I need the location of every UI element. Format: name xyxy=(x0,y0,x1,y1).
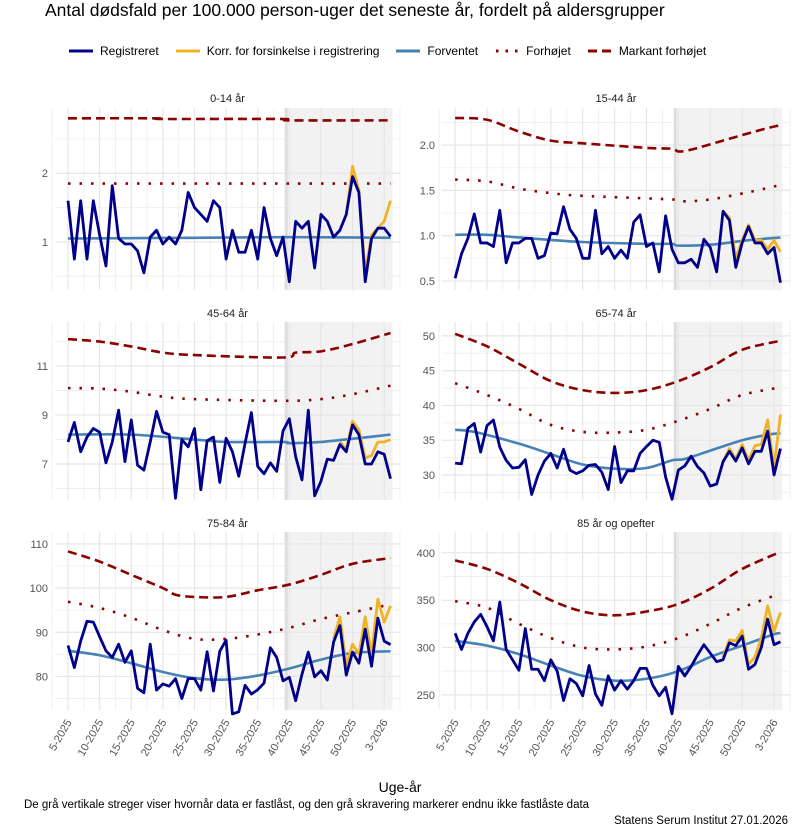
x-tick-label: 20-2025 xyxy=(527,718,558,759)
legend-swatch-corrected xyxy=(175,49,200,53)
x-tick-label: 30-2025 xyxy=(202,718,233,759)
series-elevated xyxy=(455,178,781,203)
legend-swatch-markedly-elevated xyxy=(587,49,612,53)
y-tick-label: 0.5 xyxy=(420,276,435,288)
series-registered xyxy=(453,205,782,284)
x-tick-label: 5-2025 xyxy=(434,718,462,754)
unfrozen-shading xyxy=(675,322,783,500)
x-tick-label: 3-2026 xyxy=(753,718,781,754)
panel-title: 85 år og opefter xyxy=(577,518,655,530)
x-tick-label: 50-2025 xyxy=(718,718,749,759)
unfrozen-shading xyxy=(675,108,783,290)
y-tick-label: 250 xyxy=(417,690,435,702)
y-tick-label: 100 xyxy=(30,583,48,595)
y-tick-label: 90 xyxy=(36,627,48,639)
y-tick-label: 110 xyxy=(30,539,48,551)
series-registered xyxy=(454,418,782,501)
series-markedly-elevated xyxy=(67,331,391,359)
series-expected xyxy=(454,428,781,471)
series-registered xyxy=(66,175,392,284)
series-expected xyxy=(68,432,391,445)
y-tick-label: 2.0 xyxy=(420,140,435,152)
panel-title: 65-74 år xyxy=(596,308,637,320)
legend-item-corrected: Korr. for forsinkelse i registrering xyxy=(175,44,380,58)
x-tick-label: 10-2025 xyxy=(76,718,107,759)
legend-swatch-expected xyxy=(396,49,421,53)
series-elevated xyxy=(454,381,781,435)
panel-1: 15-44 år 0.5 1.0 1.5 2.0 xyxy=(420,93,791,290)
x-tick-label: 40-2025 xyxy=(265,718,296,759)
y-tick-label: 35 xyxy=(423,435,435,447)
legend-swatch-registered xyxy=(69,49,93,53)
panel-3: 65-74 år 30 35 40 45 50 xyxy=(423,308,791,501)
series-elevated xyxy=(454,592,781,651)
x-tick-label: 15-2025 xyxy=(107,718,138,759)
legend-label: Forhøjet xyxy=(526,44,571,58)
y-tick-label: 11 xyxy=(37,361,48,373)
legend-label: Markant forhøjet xyxy=(618,44,707,58)
x-tick-label: 25-2025 xyxy=(171,718,202,759)
y-tick-label: 50 xyxy=(423,331,435,343)
y-tick-label: 2 xyxy=(42,168,48,180)
x-tick-label: 20-2025 xyxy=(139,718,170,759)
y-tick-label: 400 xyxy=(417,548,435,560)
legend-label: Forventet xyxy=(427,44,479,58)
series-markedly-elevated xyxy=(454,550,781,617)
unfrozen-shading xyxy=(286,108,393,290)
x-tick-label: 10-2025 xyxy=(463,718,494,759)
legend-swatch-elevated xyxy=(496,49,520,53)
series-registered xyxy=(66,408,392,500)
legend-item-registered: Registreret xyxy=(68,44,159,58)
x-tick-label: 25-2025 xyxy=(559,718,590,759)
x-tick-label: 50-2025 xyxy=(329,718,360,759)
panel-title: 0-14 år xyxy=(210,93,245,105)
series-corrected xyxy=(721,604,782,666)
series-elevated xyxy=(68,384,391,403)
legend-label: Registreret xyxy=(100,44,159,58)
legend: Registreret Korr. for forsinkelse i regi… xyxy=(68,42,722,60)
x-tick-label: 35-2025 xyxy=(234,718,265,759)
legend-item-elevated: Forhøjet xyxy=(494,44,571,58)
panel-4: 75-84 år 80 90 100 110 5-2025 10-2025 15-2025 20… xyxy=(30,518,401,759)
y-tick-label: 1.0 xyxy=(420,231,435,243)
series-registered xyxy=(453,600,782,716)
x-tick-label: 45-2025 xyxy=(686,718,717,759)
series-markedly-elevated xyxy=(68,116,391,122)
source-credit: Statens Serum Institut 27.01.2026 xyxy=(614,815,788,827)
panel-2: 45-64 år 7 9 11 xyxy=(37,308,401,500)
x-axis-label: Uge-år xyxy=(378,779,422,795)
legend-label: Korr. for forsinkelse i registrering xyxy=(206,44,380,58)
x-tick-label: 5-2025 xyxy=(47,718,75,754)
y-tick-label: 30 xyxy=(423,470,435,482)
legend-item-expected: Forventet xyxy=(395,44,478,58)
x-tick-label: 3-2026 xyxy=(363,718,391,754)
y-tick-label: 1 xyxy=(42,237,48,249)
y-tick-label: 9 xyxy=(42,410,48,422)
chart-title: Antal dødsfald per 100.000 person-uger d… xyxy=(45,0,665,20)
series-registered xyxy=(66,616,392,716)
y-tick-label: 40 xyxy=(423,400,435,412)
y-tick-label: 1.5 xyxy=(420,185,435,197)
panel-5: 85 år og opefter 250 300 350 400 5-2025 10-202… xyxy=(417,518,791,759)
panel-title: 15-44 år xyxy=(596,93,637,105)
series-markedly-elevated xyxy=(455,116,781,153)
y-tick-label: 80 xyxy=(36,671,48,683)
y-tick-label: 350 xyxy=(417,595,435,607)
y-tick-label: 7 xyxy=(42,459,48,471)
series-markedly-elevated xyxy=(454,332,781,395)
series-markedly-elevated xyxy=(67,550,391,599)
x-tick-label: 45-2025 xyxy=(297,718,328,759)
y-tick-label: 300 xyxy=(417,643,435,655)
x-tick-label: 15-2025 xyxy=(495,718,526,759)
legend-item-markedly-elevated: Markant forhøjet xyxy=(587,44,706,58)
footnote: De grå vertikale streger viser hvornår d… xyxy=(24,799,590,811)
x-tick-label: 30-2025 xyxy=(591,718,622,759)
y-tick-label: 45 xyxy=(423,366,435,378)
panel-title: 45-64 år xyxy=(207,308,248,320)
x-tick-label: 35-2025 xyxy=(623,718,654,759)
x-tick-label: 40-2025 xyxy=(654,718,685,759)
panel-title: 75-84 år xyxy=(207,518,248,530)
panel-0: 0-14 år 1 2 xyxy=(42,93,401,290)
